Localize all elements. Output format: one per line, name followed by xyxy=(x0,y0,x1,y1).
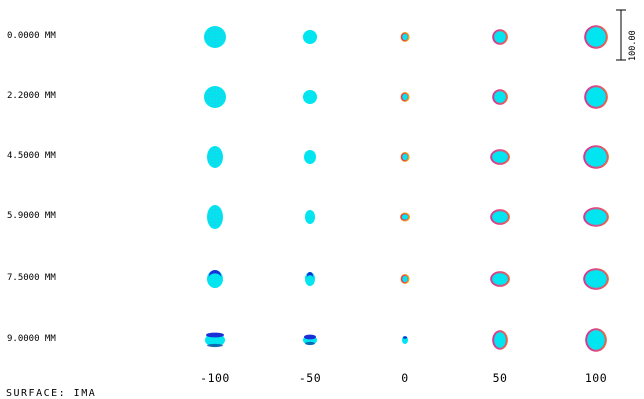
defocus-tick-label: -50 xyxy=(298,371,322,385)
field-label: 7.5000 MM xyxy=(7,273,56,283)
spot-4-2 xyxy=(400,274,410,284)
spot-1-4 xyxy=(584,85,608,109)
spot-2-2 xyxy=(400,152,410,162)
defocus-tick-label: -100 xyxy=(200,371,230,385)
scale-bar-label: 100.00 xyxy=(628,30,638,61)
spot-1-2 xyxy=(400,92,410,102)
spot-3-3 xyxy=(490,209,510,225)
spot-5-2 xyxy=(402,336,408,344)
spot-2-4 xyxy=(583,145,609,169)
spot-1-3 xyxy=(492,89,508,105)
spot-3-1 xyxy=(305,210,315,224)
field-label: 0.0000 MM xyxy=(7,31,56,41)
spot-3-2 xyxy=(400,212,410,222)
spot-0-1 xyxy=(303,30,317,44)
scale-bar xyxy=(616,9,626,61)
spot-4-1 xyxy=(305,272,315,286)
spot-1-0 xyxy=(204,86,226,108)
spot-5-1 xyxy=(303,334,317,346)
defocus-tick-label: 50 xyxy=(492,371,508,385)
spot-5-4 xyxy=(585,328,607,352)
spot-2-3 xyxy=(490,149,510,165)
spot-0-2 xyxy=(400,32,410,42)
field-label: 5.9000 MM xyxy=(7,211,56,221)
spot-1-1 xyxy=(303,90,317,104)
spot-3-0 xyxy=(207,205,223,229)
spot-3-4 xyxy=(583,207,609,227)
spot-2-0 xyxy=(207,146,223,168)
field-label: 2.2000 MM xyxy=(7,91,56,101)
spot-5-3 xyxy=(492,330,508,350)
spot-4-3 xyxy=(490,271,510,287)
field-label: 9.0000 MM xyxy=(7,334,56,344)
spot-0-4 xyxy=(584,25,608,49)
defocus-tick-label: 0 xyxy=(401,371,409,385)
spot-4-4 xyxy=(583,268,609,290)
defocus-tick-label: 100 xyxy=(584,371,608,385)
spot-5-0 xyxy=(205,332,225,348)
spot-4-0 xyxy=(207,270,223,288)
surface-label: SURFACE: IMA xyxy=(6,388,97,399)
spot-0-3 xyxy=(492,29,508,45)
spot-2-1 xyxy=(304,150,316,164)
field-label: 4.5000 MM xyxy=(7,151,56,161)
spot-0-0 xyxy=(204,26,226,48)
